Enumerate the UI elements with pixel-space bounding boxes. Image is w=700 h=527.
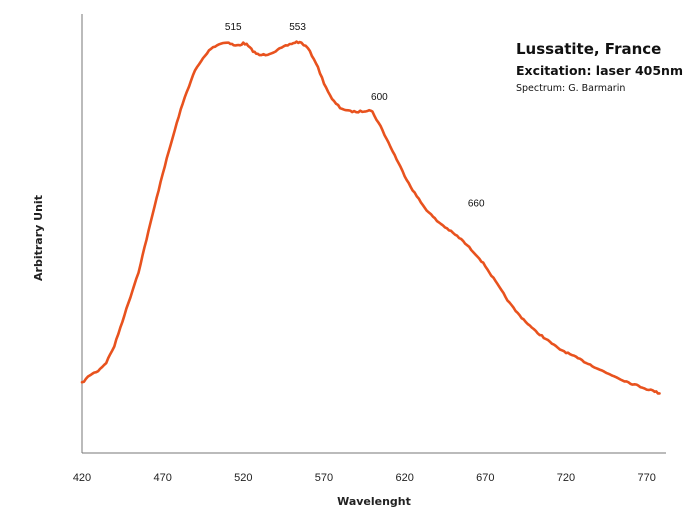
chart-title: Lussatite, France bbox=[516, 40, 661, 58]
x-tick-label: 570 bbox=[315, 472, 333, 484]
peak-label: 600 bbox=[371, 92, 388, 103]
x-tick-label: 720 bbox=[557, 472, 575, 484]
x-tick-labels: 420 470 520 570 620 670 720 770 bbox=[73, 472, 656, 484]
x-tick-label: 470 bbox=[153, 472, 171, 484]
peak-label: 660 bbox=[468, 199, 485, 210]
y-axis-title: Arbitrary Unit bbox=[32, 195, 45, 281]
x-tick-label: 420 bbox=[73, 472, 91, 484]
peak-label: 553 bbox=[289, 22, 306, 33]
x-tick-label: 770 bbox=[637, 472, 655, 484]
spectrum-line bbox=[80, 40, 661, 395]
x-axis-title: Wavelenght bbox=[337, 495, 411, 508]
peak-label: 515 bbox=[225, 22, 242, 33]
chart-credit: Spectrum: G. Barmarin bbox=[516, 83, 625, 94]
x-tick-label: 620 bbox=[395, 472, 413, 484]
peak-labels: 515 553 600 660 bbox=[225, 22, 485, 210]
axes bbox=[81, 14, 666, 454]
x-tick-label: 520 bbox=[234, 472, 252, 484]
chart-subtitle: Excitation: laser 405nm bbox=[516, 63, 683, 78]
x-tick-label: 670 bbox=[476, 472, 494, 484]
